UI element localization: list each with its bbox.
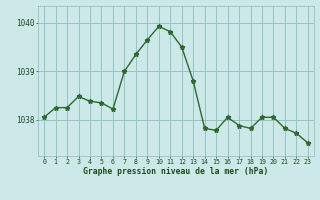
- X-axis label: Graphe pression niveau de la mer (hPa): Graphe pression niveau de la mer (hPa): [84, 167, 268, 176]
